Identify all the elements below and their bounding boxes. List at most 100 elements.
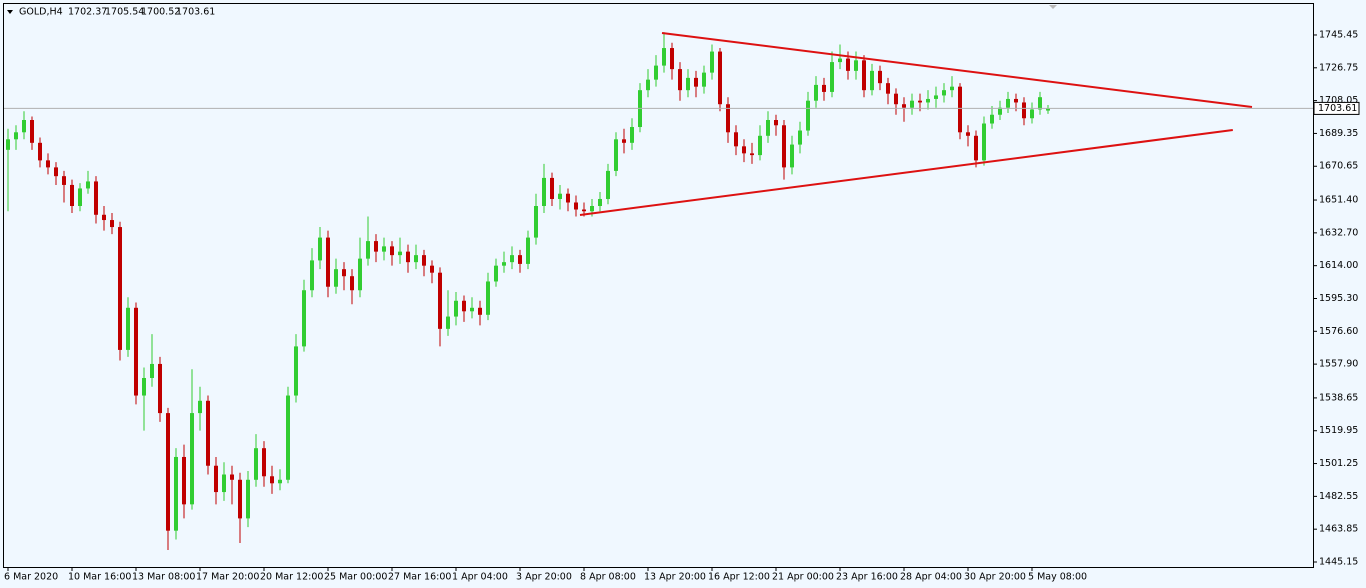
- candle-body: [542, 177, 546, 206]
- candle-body: [86, 181, 90, 189]
- candle-body: [526, 237, 530, 264]
- candle-body: [382, 246, 386, 252]
- x-tick-label: 1 Apr 04:00: [452, 572, 508, 583]
- y-tick-label: 1689.35: [1319, 128, 1358, 139]
- candle-body: [182, 456, 186, 505]
- y-tick-label: 1651.40: [1319, 195, 1358, 206]
- candle-body: [510, 255, 514, 263]
- candle-body: [854, 60, 858, 71]
- candle-body: [262, 448, 266, 477]
- candle-body: [926, 98, 930, 103]
- candle-body: [910, 100, 914, 108]
- x-tick-label: 8 Apr 08:00: [580, 572, 636, 583]
- candle-body: [998, 107, 1002, 115]
- candle-body: [686, 77, 690, 91]
- candle-body: [614, 139, 618, 171]
- candle-body: [334, 269, 338, 287]
- y-tick-label: 1538.65: [1319, 392, 1358, 403]
- x-tick-label: 10 Mar 16:00: [68, 572, 131, 583]
- candle-body: [806, 100, 810, 131]
- candle-body: [646, 79, 650, 91]
- y-tick-label: 1670.65: [1319, 161, 1358, 172]
- candle-body: [158, 363, 162, 414]
- candle-body: [326, 237, 330, 287]
- candle-body: [606, 170, 610, 199]
- candle-body: [198, 400, 202, 414]
- candle-body: [902, 104, 906, 108]
- candle-body: [486, 281, 490, 315]
- candle-body: [422, 255, 426, 266]
- candle-body: [838, 58, 842, 63]
- candle-body: [582, 209, 586, 212]
- candle-body: [1006, 98, 1010, 108]
- candle-body: [14, 132, 18, 140]
- y-tick-label: 1463.85: [1319, 524, 1358, 535]
- candle-body: [1038, 97, 1042, 110]
- candle-body: [454, 300, 458, 317]
- candle-body: [758, 135, 762, 156]
- candle-body: [118, 227, 122, 350]
- candle-body: [430, 265, 434, 273]
- candle-body: [22, 120, 26, 133]
- candle-body: [1014, 98, 1018, 103]
- candle-body: [286, 395, 290, 480]
- price-label: 1703.61: [1318, 103, 1357, 114]
- candle-body: [974, 135, 978, 161]
- candle-body: [990, 114, 994, 124]
- x-tick-label: 5 May 08:00: [1028, 572, 1087, 583]
- x-tick-label: 3 Apr 20:00: [516, 572, 572, 583]
- candle-body: [278, 479, 282, 484]
- candle-body: [742, 146, 746, 154]
- shift-marker: [1049, 5, 1057, 9]
- candle-body: [206, 400, 210, 466]
- candle-body: [558, 193, 562, 199]
- symbol: GOLD,H4: [19, 7, 63, 18]
- candle-body: [478, 307, 482, 315]
- candle-body: [54, 167, 58, 177]
- candle-body: [142, 377, 146, 396]
- candle-body: [702, 72, 706, 87]
- y-tick-label: 1576.60: [1319, 326, 1358, 337]
- candle-body: [446, 316, 450, 329]
- candle-body: [438, 272, 442, 329]
- candle-body: [38, 142, 42, 161]
- menu-triangle: [7, 10, 13, 14]
- x-tick-label: 30 Apr 20:00: [964, 572, 1026, 583]
- candle-body: [1046, 108, 1050, 111]
- candle-body: [830, 62, 834, 92]
- trend-line: [579, 129, 1233, 216]
- x-tick-label: 21 Apr 00:00: [772, 572, 834, 583]
- candle-body: [950, 86, 954, 91]
- candle-body: [230, 474, 234, 480]
- candle-body: [502, 262, 506, 266]
- x-tick-label: 25 Mar 00:00: [324, 572, 387, 583]
- candle-body: [718, 51, 722, 105]
- candle-body: [822, 84, 826, 92]
- candle-body: [366, 241, 370, 259]
- candle-body: [678, 69, 682, 91]
- y-tick-label: 1726.75: [1319, 62, 1358, 73]
- candle-body: [934, 95, 938, 99]
- candle-body: [798, 130, 802, 145]
- candle-body: [246, 479, 250, 519]
- candle-body: [590, 205, 594, 212]
- candle-body: [710, 51, 714, 73]
- candle-body: [6, 139, 10, 150]
- candle-body: [726, 104, 730, 133]
- plot-frame: [3, 3, 1314, 568]
- candle-body: [494, 265, 498, 282]
- candle-body: [662, 48, 666, 66]
- candle-body: [406, 251, 410, 263]
- candle-body: [390, 246, 394, 256]
- candle-body: [318, 237, 322, 261]
- candle-body: [790, 144, 794, 168]
- candle-body: [374, 241, 378, 252]
- candle-body: [462, 300, 466, 312]
- candle-body: [30, 120, 34, 143]
- candle-body: [966, 132, 970, 136]
- y-tick-label: 1519.95: [1319, 425, 1358, 436]
- price-label-box: [1313, 101, 1360, 115]
- candle-body: [958, 86, 962, 133]
